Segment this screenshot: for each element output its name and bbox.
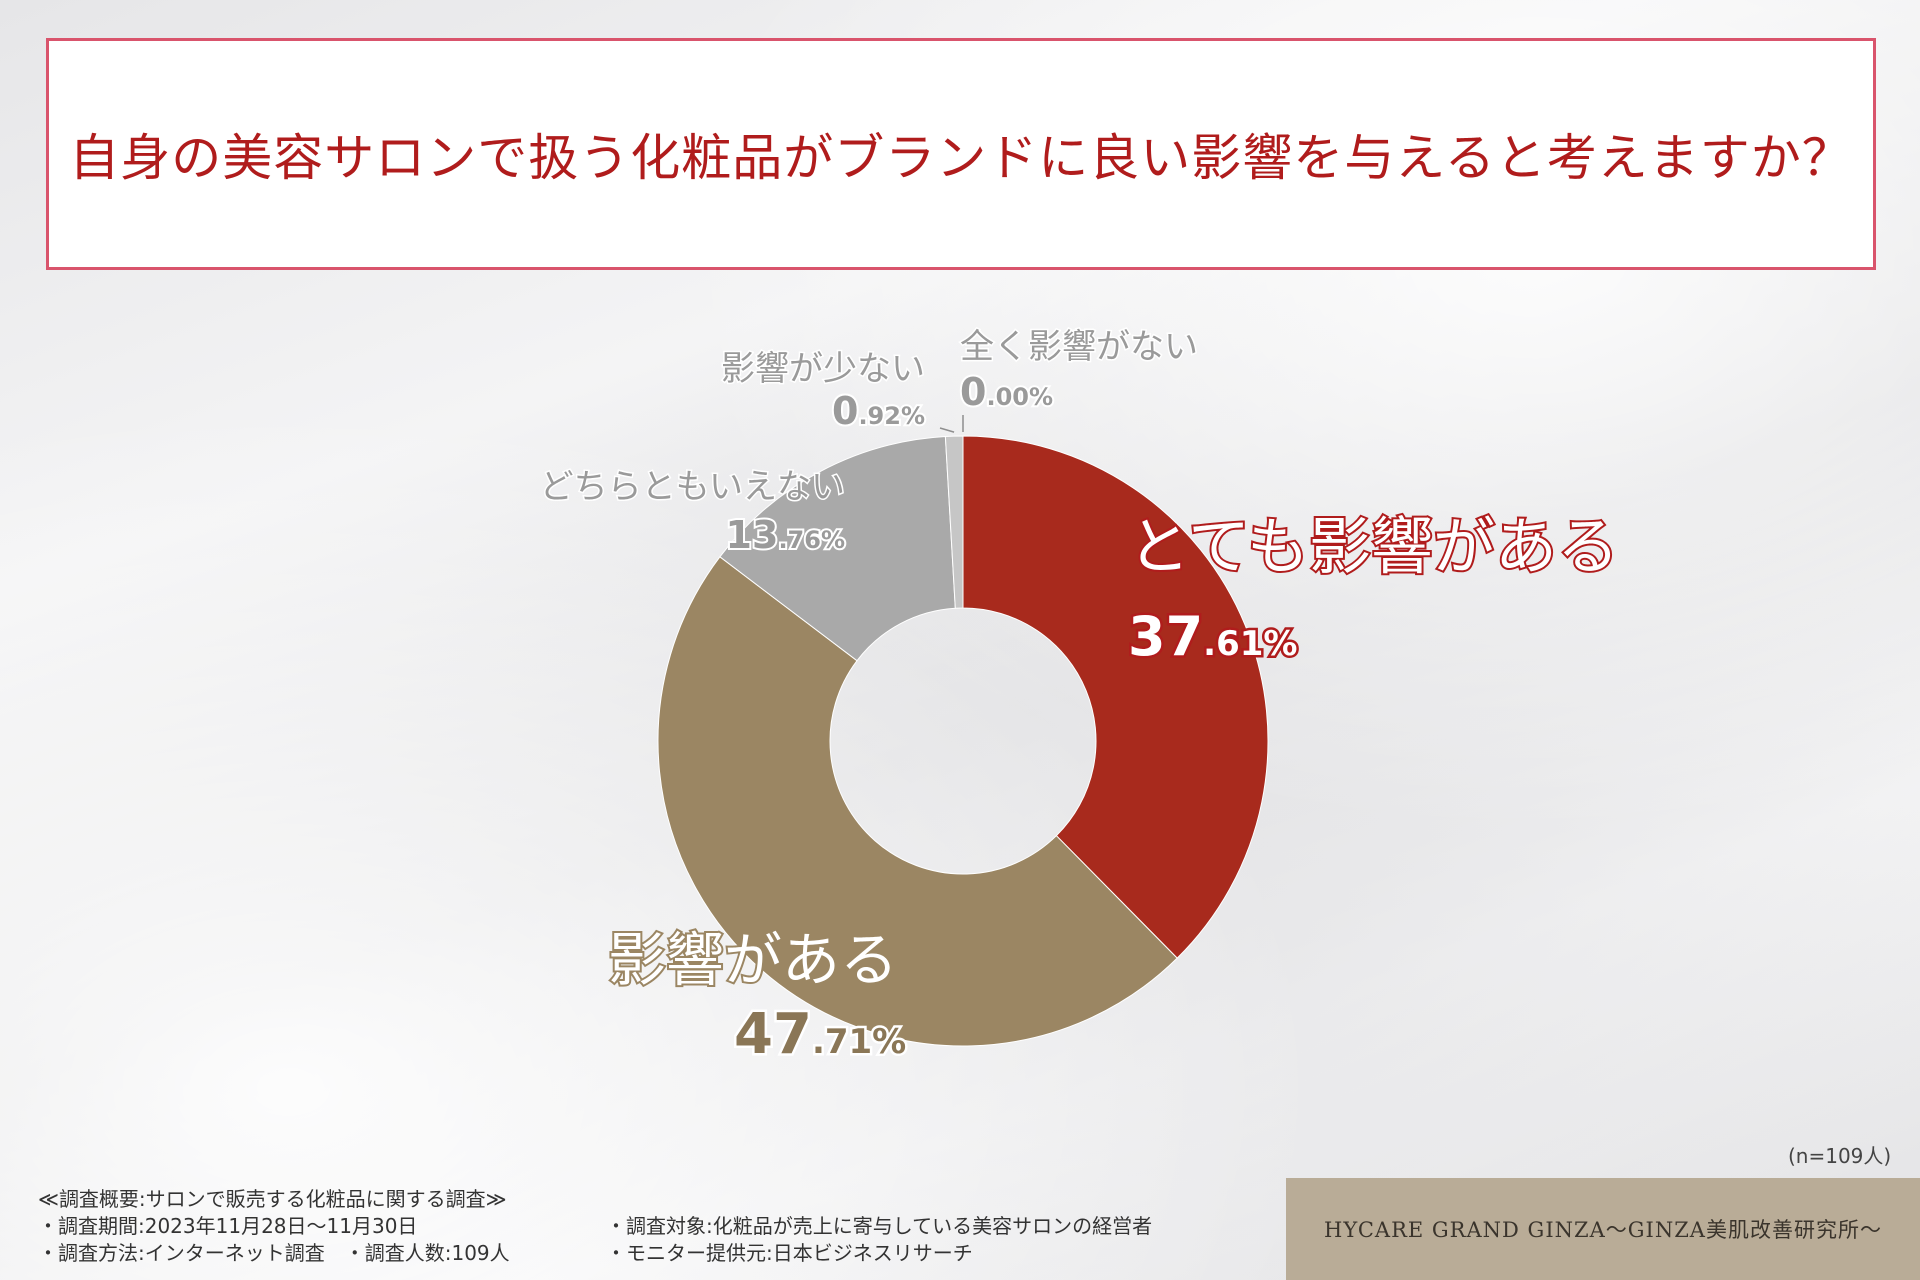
notes-period: ・調査期間:2023年11月28日〜11月30日 xyxy=(38,1214,418,1238)
notes-heading: ≪調査概要:サロンで販売する化粧品に関する調査≫ xyxy=(38,1187,507,1211)
page-title: 自身の美容サロンで扱う化粧品がブランドに良い影響を与えると考えますか？ xyxy=(69,129,1853,187)
survey-notes-right: ・調査対象:化粧品が売上に寄与している美容サロンの経営者 ・モニター提供元:日本… xyxy=(606,1213,1152,1267)
slice-label-0: とても影響がある xyxy=(1128,510,1619,583)
sample-size-note: (n=109人) xyxy=(1788,1144,1892,1168)
slice-percent-0: 37.61% xyxy=(1128,605,1297,668)
donut-slice-1 xyxy=(657,556,1178,1047)
slice-label-1: 影響がある xyxy=(608,926,898,994)
slice-label-4: 全く影響がない xyxy=(960,327,1198,367)
slice-percent-1: 47.71% xyxy=(734,1002,906,1067)
leader-lines xyxy=(939,415,964,433)
leader-line-small xyxy=(939,427,955,433)
notes-target: ・調査対象:化粧品が売上に寄与している美容サロンの経営者 xyxy=(606,1214,1153,1238)
slice-labels: とても影響がある 37.61% 影響がある 47.71% どちらともいえない 13.76%… xyxy=(538,326,1621,1070)
donut-slice-2 xyxy=(719,435,956,662)
slice-label-3: 影響が少ない xyxy=(721,349,925,389)
survey-notes: ≪調査概要:サロンで販売する化粧品に関する調査≫ ・調査期間:2023年11月2… xyxy=(38,1186,510,1267)
notes-method: ・調査方法:インターネット調査 ・調査人数:109人 xyxy=(38,1241,510,1265)
slice-percent-3: 0.92% xyxy=(832,389,925,433)
donut-slice-0 xyxy=(962,435,1269,959)
slice-percent-4: 0.00% xyxy=(960,370,1053,414)
notes-provider: ・モニター提供元:日本ビジネスリサーチ xyxy=(606,1241,973,1265)
brand-box: HYCARE GRAND GINZA～GINZA美肌改善研究所～ xyxy=(1286,1178,1920,1280)
brand-name: HYCARE GRAND GINZA～GINZA美肌改善研究所～ xyxy=(1324,1218,1882,1242)
slice-label-2: どちらともいえない xyxy=(540,467,845,507)
title-box: 自身の美容サロンで扱う化粧品がブランドに良い影響を与えると考えますか？ xyxy=(46,38,1876,270)
donut-slice-3 xyxy=(944,435,964,609)
donut-slices xyxy=(657,435,1269,1047)
slice-percent-2: 13.76% xyxy=(726,513,845,557)
